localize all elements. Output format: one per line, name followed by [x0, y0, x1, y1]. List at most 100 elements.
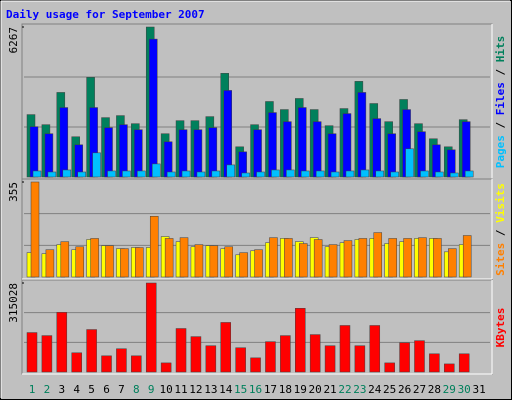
bar: [390, 171, 399, 178]
x-tick-label: 22: [338, 383, 351, 396]
x-tick-label: 19: [294, 383, 307, 396]
bar: [131, 355, 142, 373]
x-tick-label: 11: [174, 383, 187, 396]
legend: Pages / Files / Hits: [494, 36, 507, 169]
bar: [30, 181, 40, 278]
bar: [328, 244, 338, 278]
bar: [190, 336, 202, 373]
x-tick-label: 4: [73, 383, 80, 396]
bar: [119, 124, 128, 178]
bar: [444, 363, 455, 373]
bar: [271, 169, 280, 178]
bar: [92, 152, 101, 178]
bar: [235, 347, 246, 373]
x-tick-label: 18: [279, 383, 292, 396]
y-tick-label: 315028: [7, 283, 20, 323]
bar: [280, 335, 291, 373]
bar: [330, 171, 340, 178]
x-tick-label: 27: [413, 383, 426, 396]
bar: [32, 170, 42, 178]
bar: [358, 238, 368, 278]
x-tick-label: 9: [148, 383, 155, 396]
bar: [75, 246, 84, 278]
bar: [369, 325, 381, 373]
bar: [145, 282, 157, 373]
x-tick-label: 16: [249, 383, 262, 396]
bar: [56, 312, 68, 373]
bar: [464, 170, 474, 178]
bar: [420, 170, 429, 178]
bar: [342, 113, 352, 178]
bar: [194, 244, 204, 278]
bar: [107, 170, 116, 178]
bar: [256, 171, 265, 178]
bar: [151, 163, 161, 178]
bar: [179, 237, 189, 278]
bar: [208, 127, 218, 178]
bar: [41, 335, 53, 373]
bar: [339, 325, 351, 373]
bar: [120, 248, 129, 278]
x-tick-label: 10: [160, 383, 173, 396]
bar: [429, 353, 440, 373]
bar: [345, 170, 355, 178]
x-tick-label: 25: [383, 383, 396, 396]
bar: [299, 243, 308, 278]
x-tick-label: 30: [458, 383, 471, 396]
x-tick-label: 31: [472, 383, 485, 396]
bar: [375, 170, 385, 178]
x-tick-label: 1: [29, 383, 36, 396]
x-tick-label: 17: [264, 383, 277, 396]
x-tick-label: 8: [133, 383, 140, 396]
bar: [373, 232, 383, 278]
bar: [312, 121, 322, 178]
bar: [433, 238, 442, 278]
bar: [149, 216, 159, 278]
bar: [166, 171, 176, 178]
x-tick-label: 24: [368, 383, 382, 396]
bar: [134, 129, 143, 178]
legend-separator: /: [494, 62, 507, 82]
x-tick-label: 28: [428, 383, 441, 396]
bar: [86, 329, 97, 373]
legend-entry: Hits: [494, 36, 507, 63]
bar: [284, 238, 293, 278]
x-tick-label: 26: [398, 383, 411, 396]
bar: [104, 127, 113, 178]
bar: [220, 322, 231, 373]
bar: [59, 107, 69, 178]
bar: [71, 352, 82, 373]
bar: [205, 345, 217, 373]
x-tick-label: 6: [103, 383, 110, 396]
legend: KBytes: [494, 308, 507, 348]
bar: [313, 239, 323, 278]
bar: [175, 328, 187, 373]
legend-entry: Files: [494, 82, 507, 115]
bar: [295, 308, 306, 373]
bar: [178, 129, 188, 178]
bar: [224, 246, 233, 278]
bar: [137, 170, 146, 178]
x-tick-label: 3: [58, 383, 65, 396]
bar: [399, 342, 410, 373]
bar: [309, 334, 321, 373]
y-tick-label: 355: [7, 182, 20, 202]
bar: [211, 170, 221, 178]
chart-title: Daily usage for September 2007: [6, 8, 205, 21]
x-tick-label: 21: [323, 383, 336, 396]
bar: [461, 121, 471, 178]
bar: [196, 171, 206, 178]
legend-entry: Visits: [494, 183, 507, 223]
bar: [181, 170, 191, 178]
bar: [47, 171, 57, 178]
bar: [193, 129, 203, 178]
bar: [148, 38, 158, 178]
bar: [253, 129, 262, 178]
bar: [462, 235, 472, 278]
x-tick-label: 2: [44, 383, 51, 396]
bar: [90, 238, 99, 278]
bar: [298, 107, 307, 178]
bar: [450, 172, 459, 178]
bar: [250, 357, 261, 373]
